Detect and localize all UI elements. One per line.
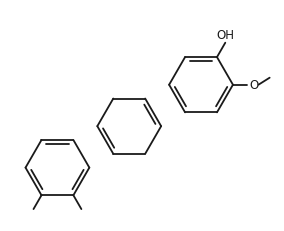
Text: O: O bbox=[250, 79, 259, 92]
Text: OH: OH bbox=[216, 29, 234, 42]
